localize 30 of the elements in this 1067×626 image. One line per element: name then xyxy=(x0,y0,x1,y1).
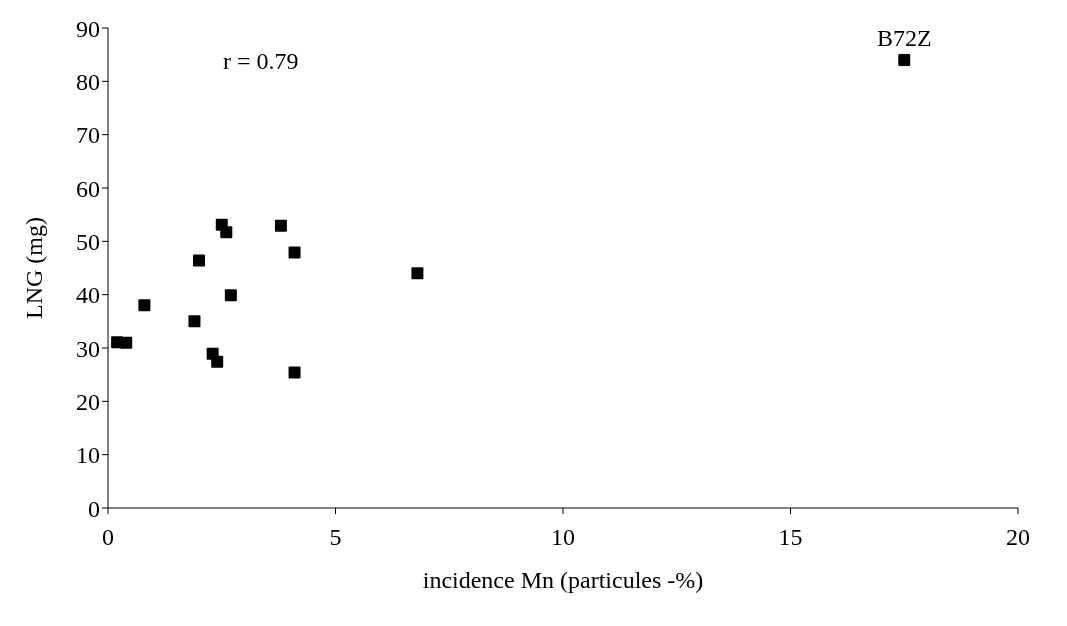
x-tick-label: 15 xyxy=(778,524,803,551)
y-tick-label: 70 xyxy=(76,122,100,149)
point xyxy=(288,366,301,379)
point xyxy=(120,336,133,349)
point xyxy=(411,267,424,280)
point xyxy=(138,299,151,312)
point xyxy=(220,226,233,239)
point xyxy=(288,246,301,259)
y-tick-label: 30 xyxy=(76,335,100,362)
y-tick-label: 80 xyxy=(76,68,100,95)
y-axis-title: LNG (mg) xyxy=(20,217,47,319)
x-tick-label: 10 xyxy=(551,524,575,551)
point xyxy=(224,289,237,302)
y-tick-label: 90 xyxy=(76,15,100,42)
y-tick-label: 60 xyxy=(76,175,100,202)
y-tick-label: 10 xyxy=(76,442,100,469)
y-tick-label: 40 xyxy=(76,282,100,309)
point xyxy=(898,54,911,66)
annotation: B72Z xyxy=(876,25,932,51)
y-tick-label: 20 xyxy=(76,388,100,415)
x-tick-label: 5 xyxy=(329,524,342,551)
y-tick-label: 50 xyxy=(76,228,100,255)
point xyxy=(188,315,201,328)
point xyxy=(193,254,205,267)
x-tick-label: 20 xyxy=(1006,524,1030,551)
annotation: r = 0.79 xyxy=(223,48,299,75)
point xyxy=(211,355,224,368)
x-axis-title: incidence Mn (particules -%) xyxy=(422,567,704,593)
point xyxy=(274,219,287,232)
y-tick-label: 0 xyxy=(88,495,100,522)
